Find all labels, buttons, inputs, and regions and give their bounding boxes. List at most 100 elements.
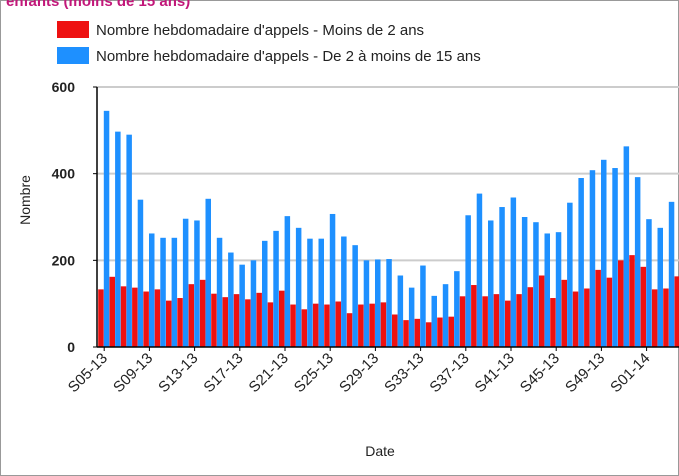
bar <box>132 287 138 347</box>
bar <box>205 198 211 347</box>
bar <box>380 302 387 347</box>
legend-label: Nombre hebdomadaire d'appels - De 2 à mo… <box>96 48 481 65</box>
chart-title: enfants (moins de 15 ans) <box>6 0 190 10</box>
bar <box>482 296 488 347</box>
bar <box>228 252 234 347</box>
bar <box>510 197 517 347</box>
bar <box>295 227 302 347</box>
bar <box>493 294 500 347</box>
bar <box>589 170 596 347</box>
legend-label: Nombre hebdomadaire d'appels - Moins de … <box>96 22 424 39</box>
y-tick-label: 0 <box>67 339 75 355</box>
bar <box>329 213 336 347</box>
bar <box>476 193 483 347</box>
bar <box>459 296 466 347</box>
bar <box>177 298 183 347</box>
bar <box>137 199 144 347</box>
bar <box>115 131 121 347</box>
bar <box>120 286 127 347</box>
bar <box>171 237 178 347</box>
bar <box>437 317 443 347</box>
bar <box>312 303 319 347</box>
bar <box>154 289 161 347</box>
bar <box>651 289 658 347</box>
bar <box>414 318 421 347</box>
bar <box>623 146 630 347</box>
bar <box>454 271 460 347</box>
bar <box>488 220 494 347</box>
legend-swatch <box>57 47 89 64</box>
bar <box>392 314 398 347</box>
bar <box>499 207 505 347</box>
legend-swatch <box>57 21 89 38</box>
x-tick-label: S25-13 <box>291 350 337 396</box>
bar <box>182 218 189 347</box>
bar <box>516 294 522 347</box>
bar <box>572 291 579 347</box>
y-tick-label: 600 <box>52 79 76 95</box>
bar <box>555 232 562 347</box>
bar <box>544 233 550 347</box>
bar <box>629 255 635 347</box>
x-tick-label: S05-13 <box>65 350 111 396</box>
bar <box>505 300 511 347</box>
y-tick-label: 400 <box>52 166 76 182</box>
bar <box>290 304 296 347</box>
bar <box>126 134 132 347</box>
bar <box>307 238 313 347</box>
bar <box>352 245 358 347</box>
x-tick-label: S45-13 <box>517 350 563 396</box>
bar <box>527 287 534 347</box>
bar <box>301 309 308 347</box>
x-tick-label: S29-13 <box>336 350 382 396</box>
bar <box>279 290 285 347</box>
bar <box>561 279 567 347</box>
x-tick-label: S49-13 <box>562 350 608 396</box>
y-axis-label: Nombre <box>17 175 33 225</box>
bar <box>369 303 375 347</box>
bar <box>160 237 166 347</box>
x-tick-label: S41-13 <box>472 350 518 396</box>
bar <box>595 269 601 347</box>
y-tick-label: 200 <box>52 252 76 268</box>
bar <box>601 159 607 347</box>
bar <box>634 177 641 347</box>
x-tick-label: S09-13 <box>110 350 156 396</box>
bar <box>584 288 590 347</box>
bar <box>335 301 341 347</box>
bar <box>386 259 392 347</box>
bar <box>284 216 291 347</box>
bar <box>273 230 279 347</box>
bar <box>166 300 172 347</box>
bar <box>358 304 364 347</box>
bar <box>657 227 663 347</box>
x-tick-label: S13-13 <box>155 350 201 396</box>
bar <box>109 276 115 347</box>
bar <box>239 264 245 347</box>
bar <box>256 292 262 347</box>
bar <box>578 178 584 347</box>
bar <box>222 297 228 347</box>
bar <box>346 313 353 347</box>
bar <box>533 222 539 347</box>
bar <box>324 304 330 347</box>
bar <box>363 260 370 347</box>
bar <box>471 285 477 347</box>
bar <box>188 284 195 347</box>
bar <box>98 289 104 347</box>
bar <box>245 299 251 347</box>
bar <box>674 276 679 347</box>
bar <box>618 260 624 347</box>
x-axis-label: Date <box>365 443 395 459</box>
bar <box>408 287 415 347</box>
bar <box>250 260 257 347</box>
bar <box>550 298 556 347</box>
bar <box>431 295 437 347</box>
bar <box>199 279 206 347</box>
x-tick-label: S37-13 <box>426 350 472 396</box>
bar <box>646 219 652 347</box>
bar <box>149 233 155 347</box>
bar <box>420 265 426 347</box>
